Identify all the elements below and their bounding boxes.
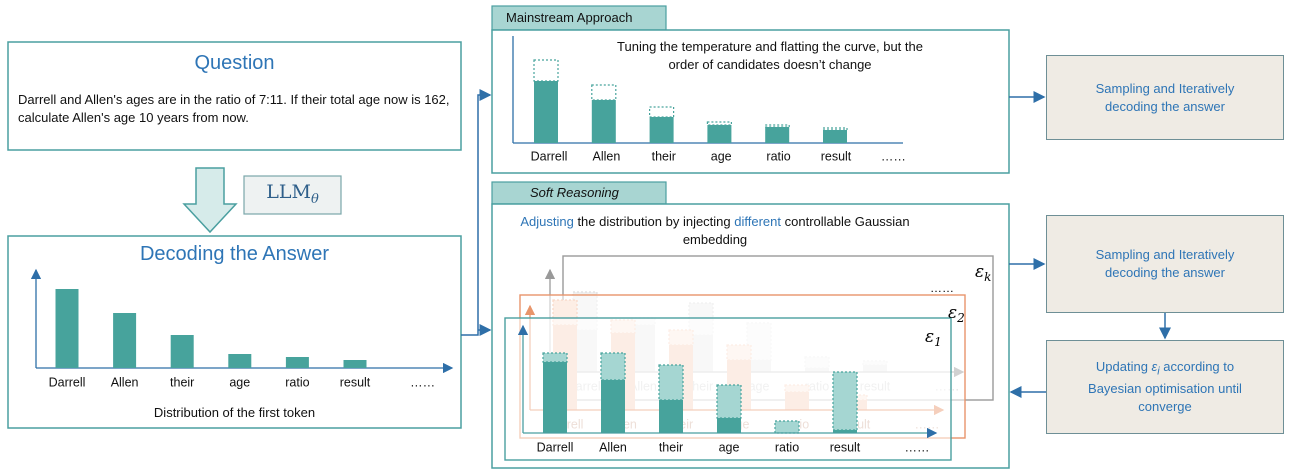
token-label: age <box>711 149 732 163</box>
sampling-box: Sampling and Iteratively decoding the an… <box>1046 55 1284 140</box>
note-part: the distribution by injecting <box>573 214 735 229</box>
bar <box>716 384 742 419</box>
token-label: Darrell <box>531 149 568 163</box>
token-label: their <box>659 440 683 454</box>
token-label: age <box>229 375 250 389</box>
note-part: different <box>734 214 782 229</box>
epsilon-sub: i <box>1157 365 1160 378</box>
bar <box>591 100 616 143</box>
bar <box>228 354 252 368</box>
bar <box>534 81 558 143</box>
note-part: Adjusting <box>520 214 574 229</box>
bar <box>659 400 683 433</box>
bar <box>774 420 800 434</box>
down-arrow <box>182 167 238 234</box>
bar <box>601 380 625 433</box>
token-label: result <box>821 149 852 163</box>
token-label: result <box>830 440 861 454</box>
sampling-box: Sampling and Iteratively decoding the an… <box>1046 215 1284 313</box>
decoding-box <box>7 235 462 429</box>
bar <box>113 313 137 368</box>
decoding-title: Decoding the Answer <box>139 243 329 265</box>
bar <box>542 352 568 363</box>
layer-label: εk <box>975 262 991 284</box>
bar <box>707 125 732 143</box>
bar <box>832 371 858 431</box>
mainstream-note: Tuning the temperature and flatting the … <box>617 39 923 72</box>
mainstream-tab <box>491 5 667 31</box>
more-layers: …… <box>930 281 954 295</box>
bar <box>764 124 790 128</box>
epsilon-sub: k <box>984 270 991 284</box>
token-label: ratio <box>775 440 799 454</box>
token-label: Darrell <box>537 440 574 454</box>
bar <box>823 130 847 143</box>
layer-label: ε2 <box>948 303 965 325</box>
bar <box>533 59 559 82</box>
note-part: controllable Gaussian embedding <box>682 214 910 247</box>
token-label: ratio <box>766 149 790 163</box>
model-label: LLMθ <box>244 183 341 209</box>
token-label: ratio <box>285 375 309 389</box>
token-label: …… <box>905 440 930 454</box>
question-text: Darrell and Allen's ages are in the rati… <box>18 92 450 125</box>
epsilon: ε <box>1151 358 1158 374</box>
token-label: their <box>170 375 194 389</box>
decoding-caption: Distribution of the first token <box>153 405 316 420</box>
bar <box>170 335 194 368</box>
bar <box>649 117 674 143</box>
model-box <box>243 175 342 215</box>
token-label: result <box>340 375 371 389</box>
epsilon: ε <box>975 262 984 282</box>
question-title: Question <box>194 52 275 74</box>
token-label: age <box>719 440 740 454</box>
bar <box>285 357 309 368</box>
token-label: Darrell <box>49 375 86 389</box>
epsilon-sub: 2 <box>956 311 965 325</box>
bar <box>343 360 367 368</box>
arrow <box>461 89 492 336</box>
updating-text: Updating εi according to Bayesian optimi… <box>1069 358 1261 417</box>
text-part: Updating <box>1095 358 1152 374</box>
token-label: …… <box>410 375 435 389</box>
epsilon: ε <box>948 303 957 323</box>
bar <box>55 289 79 368</box>
bar <box>648 106 675 118</box>
layer-label: ε1 <box>925 327 942 349</box>
model-subscript: θ <box>310 191 319 207</box>
soft-title: Soft Reasoning <box>530 185 619 200</box>
token-label: Allen <box>111 375 139 389</box>
epsilon-sub: 1 <box>934 335 942 349</box>
mainstream-box <box>491 29 1010 174</box>
bar <box>658 364 684 401</box>
token-label: their <box>652 149 676 163</box>
bar <box>600 352 626 381</box>
bar <box>765 127 790 143</box>
bar <box>833 430 857 433</box>
token-label: Allen <box>599 440 627 454</box>
soft-note: Adjusting the distribution by injecting … <box>510 213 920 249</box>
bar <box>543 362 567 433</box>
mainstream-title: Mainstream Approach <box>506 10 633 25</box>
model-name: LLM <box>266 181 311 203</box>
bar <box>822 127 848 131</box>
epsilon: ε <box>925 327 934 347</box>
updating-box: Updating εi according to Bayesian optimi… <box>1046 340 1284 434</box>
text-part: according to Bayesian optimisation until… <box>1088 358 1242 415</box>
token-label: …… <box>881 149 906 163</box>
bar <box>717 418 741 433</box>
bar <box>706 121 733 126</box>
bar <box>591 84 617 101</box>
question-box <box>7 41 462 151</box>
token-label: Allen <box>593 149 621 163</box>
